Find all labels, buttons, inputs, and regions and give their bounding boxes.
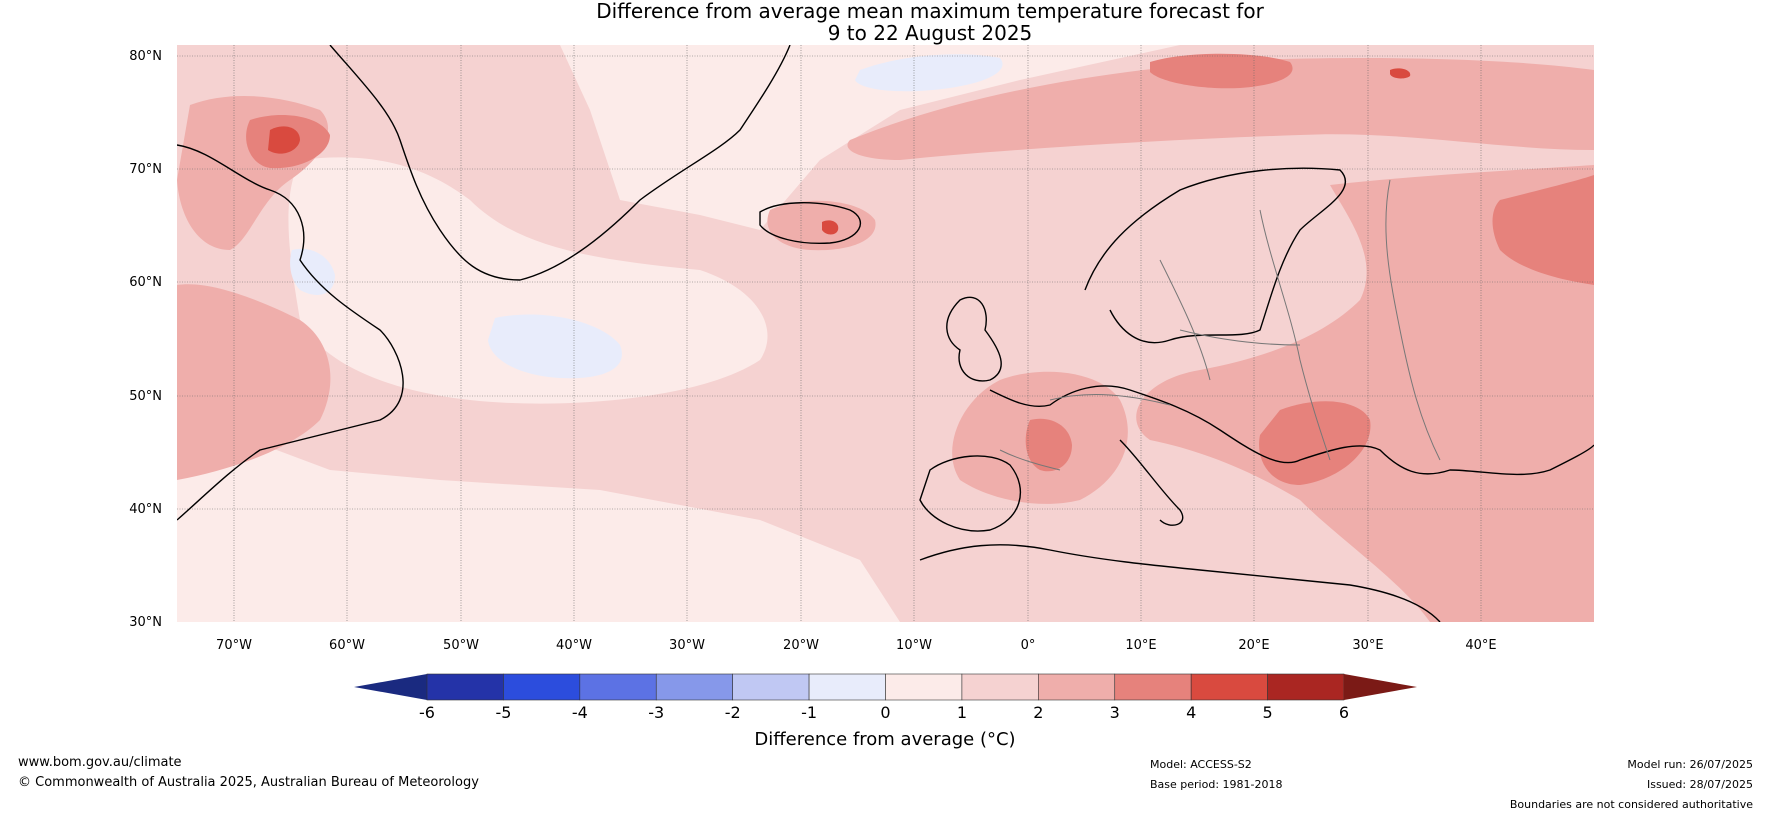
lon-label-20e: 20°E — [1238, 638, 1269, 653]
lon-label-30w: 30°W — [669, 638, 705, 653]
latitude-labels: 80°N 70°N 60°N 50°N 40°N 30°N — [129, 49, 162, 630]
colorbar-segment-9 — [1114, 673, 1192, 701]
coastline-iceland — [759, 202, 862, 245]
anomaly-region-minus1-to-0-arctic — [855, 54, 1003, 92]
anomaly-region-3-to-4-russia — [1492, 175, 1594, 285]
lon-label-10e: 10°E — [1125, 638, 1156, 653]
lat-label-60n: 60°N — [129, 275, 162, 290]
colorbar-tick-label: 4 — [1186, 703, 1196, 722]
footer-model-run: Model run: 26/07/2025 — [1627, 758, 1753, 771]
lon-label-30e: 30°E — [1352, 638, 1383, 653]
lon-label-50w: 50°W — [443, 638, 479, 653]
colorbar-segment-6 — [885, 673, 963, 701]
colorbar-tick-label: 5 — [1262, 703, 1272, 722]
colorbar-label: Difference from average (°C) — [754, 729, 1016, 750]
colorbar-tick-label: 3 — [1110, 703, 1120, 722]
colorbar-tick-label: 0 — [880, 703, 890, 722]
anomaly-region-4-to-5-canada — [268, 126, 300, 154]
colorbar-segment-0 — [426, 673, 504, 701]
anomaly-region-1-to-2 — [177, 45, 1594, 622]
graticule — [177, 45, 1594, 622]
colorbar-tick-label: -1 — [801, 703, 817, 722]
coastline-scandinavia — [1084, 167, 1347, 344]
colorbar-tick-label: 1 — [957, 703, 967, 722]
anomaly-region-3-to-4-iberia — [1025, 418, 1072, 472]
lon-label-20w: 20°W — [783, 638, 819, 653]
footer-model: Model: ACCESS-S2 — [1150, 758, 1252, 771]
anomaly-region-1-to-2-atlantic — [288, 157, 768, 404]
coastline-europe-mainland — [989, 385, 1594, 476]
coastline-italy — [1119, 439, 1184, 526]
lat-label-80n: 80°N — [129, 49, 162, 64]
longitude-labels: 70°W 60°W 50°W 40°W 30°W 20°W 10°W 0° 10… — [216, 638, 1497, 653]
colorbar-tick-label: 6 — [1339, 703, 1349, 722]
colorbar-segment-7 — [961, 673, 1039, 701]
colorbar-tick-label: -4 — [572, 703, 588, 722]
colorbar-segment-8 — [1038, 673, 1116, 701]
footer-website: www.bom.gov.au/climate — [18, 755, 182, 770]
lat-label-40n: 40°N — [129, 502, 162, 517]
lon-label-0: 0° — [1021, 638, 1036, 653]
coastline-greenland — [329, 45, 791, 281]
colorbar-tick-label: -5 — [495, 703, 511, 722]
lon-label-60w: 60°W — [329, 638, 365, 653]
colorbar-segment-10 — [1190, 673, 1268, 701]
anomaly-region-4-to-5-iceland — [822, 220, 839, 235]
coastline-british-isles — [946, 296, 1002, 382]
lon-label-70w: 70°W — [216, 638, 252, 653]
colorbar-segment-4 — [732, 673, 810, 701]
colorbar-segment-1 — [503, 673, 581, 701]
coastline-iberia — [919, 455, 1021, 532]
anomaly-region-2-to-3-west — [177, 284, 331, 480]
coastlines — [177, 45, 1594, 622]
colorbar: -6 -5 -4 -3 -2 -1 0 1 2 3 4 5 6 — [354, 673, 1417, 722]
anomaly-field — [177, 45, 1594, 622]
map-title-line-1: Difference from average mean maximum tem… — [596, 0, 1264, 23]
footer-copyright: © Commonwealth of Australia 2025, Austra… — [18, 775, 479, 790]
colorbar-segment-2 — [579, 673, 657, 701]
footer-base-period: Base period: 1981-2018 — [1150, 778, 1283, 791]
colorbar-tick-label: 2 — [1033, 703, 1043, 722]
footer-disclaimer: Boundaries are not considered authoritat… — [1509, 798, 1753, 811]
anomaly-region-2-to-3-north — [847, 58, 1594, 160]
lat-label-30n: 30°N — [129, 615, 162, 630]
colorbar-segment-3 — [655, 673, 733, 701]
lon-label-40e: 40°E — [1465, 638, 1496, 653]
colorbar-segment-5 — [808, 673, 886, 701]
anomaly-region-minus1-to-0-labrador — [290, 248, 335, 295]
colorbar-segment-11 — [1267, 673, 1345, 701]
anomaly-region-3-to-4-balkans — [1259, 401, 1371, 485]
coastline-north-africa — [919, 544, 1441, 622]
country-borders — [999, 179, 1441, 471]
colorbar-tick-label: -3 — [648, 703, 664, 722]
lat-label-70n: 70°N — [129, 162, 162, 177]
anomaly-region-3-to-4-svalbard — [1150, 53, 1293, 89]
map-title-line-2: 9 to 22 August 2025 — [827, 21, 1033, 45]
coastline-north-america — [177, 144, 404, 521]
lon-label-10w: 10°W — [896, 638, 932, 653]
lat-label-50n: 50°N — [129, 389, 162, 404]
colorbar-tick-label: -6 — [419, 703, 435, 722]
anomaly-region-minus1-to-0-atlantic — [488, 314, 622, 379]
anomaly-region-4-to-5-svalbard — [1390, 68, 1411, 79]
footer-issued: Issued: 28/07/2025 — [1646, 778, 1753, 791]
colorbar-extend-low — [354, 674, 427, 700]
lon-label-40w: 40°W — [556, 638, 592, 653]
colorbar-tick-label: -2 — [725, 703, 741, 722]
anomaly-region-2-to-3-east — [1136, 165, 1594, 622]
colorbar-extend-high — [1344, 674, 1417, 700]
